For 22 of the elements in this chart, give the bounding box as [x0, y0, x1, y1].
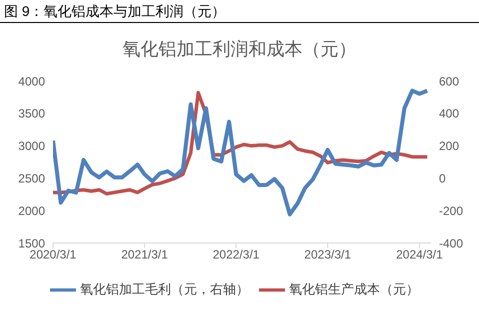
y-tick-label: 1500 — [18, 236, 46, 250]
y2-tick-label: 400 — [439, 106, 460, 121]
chart-title: 图 9：氧化铝成本与加工利润（元） — [0, 0, 479, 23]
y2-tick-label: -200 — [439, 204, 464, 218]
x-tick-label: 2021/3/1 — [121, 248, 168, 262]
y2-tick-label: 200 — [439, 139, 460, 154]
line-series — [53, 88, 430, 216]
x-tick-label: 2024/3/1 — [396, 248, 444, 262]
y-tick-label: 3500 — [18, 106, 46, 121]
y-tick-label: 2000 — [18, 204, 46, 218]
y2-tick-label: 0 — [439, 171, 446, 186]
x-tick-label: 2020/3/1 — [30, 248, 77, 262]
y-tick-label: 2500 — [18, 171, 46, 186]
legend-label: 氧化铝生产成本（元） — [289, 281, 419, 296]
y2-tick-label: -400 — [439, 236, 464, 250]
y-tick-label: 3000 — [18, 139, 46, 154]
x-tick-label: 2023/3/1 — [304, 248, 352, 262]
y-tick-label: 4000 — [18, 74, 46, 88]
x-tick-label: 2022/3/1 — [212, 248, 260, 262]
legend-label: 氧化铝加工毛利（元，右轴） — [80, 281, 249, 296]
y2-tick-label: 600 — [439, 74, 460, 88]
chart-subtitle: 氧化铝加工利润和成本（元） — [122, 38, 358, 61]
